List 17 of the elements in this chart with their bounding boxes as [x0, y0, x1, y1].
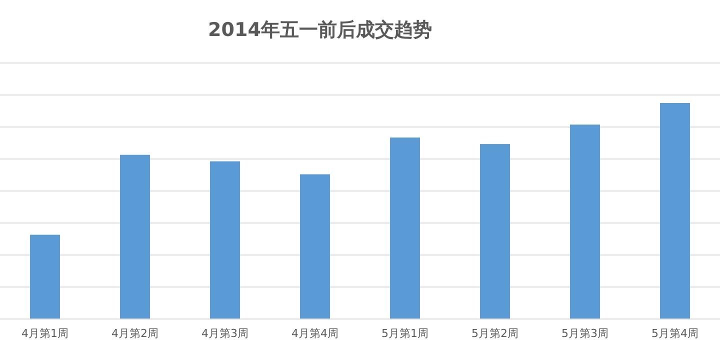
x-tick-label: 5月第1周 — [382, 327, 428, 340]
bar — [300, 174, 330, 319]
bar — [390, 138, 420, 319]
x-tick-label: 4月第3周 — [202, 327, 248, 340]
bar — [660, 103, 690, 319]
x-tick-label: 5月第3周 — [562, 327, 608, 340]
x-tick-label: 4月第2周 — [112, 327, 158, 340]
x-tick-label: 5月第4周 — [652, 327, 698, 340]
bar — [210, 161, 240, 319]
chart-title: 2014年五一前后成交趋势 — [208, 19, 432, 41]
x-tick-label: 4月第4周 — [292, 327, 338, 340]
bar — [570, 124, 600, 319]
bar — [120, 154, 150, 319]
x-tick-label: 4月第1周 — [22, 327, 68, 340]
bar — [480, 144, 510, 319]
x-tick-label: 5月第2周 — [472, 327, 518, 340]
bar — [30, 234, 60, 319]
